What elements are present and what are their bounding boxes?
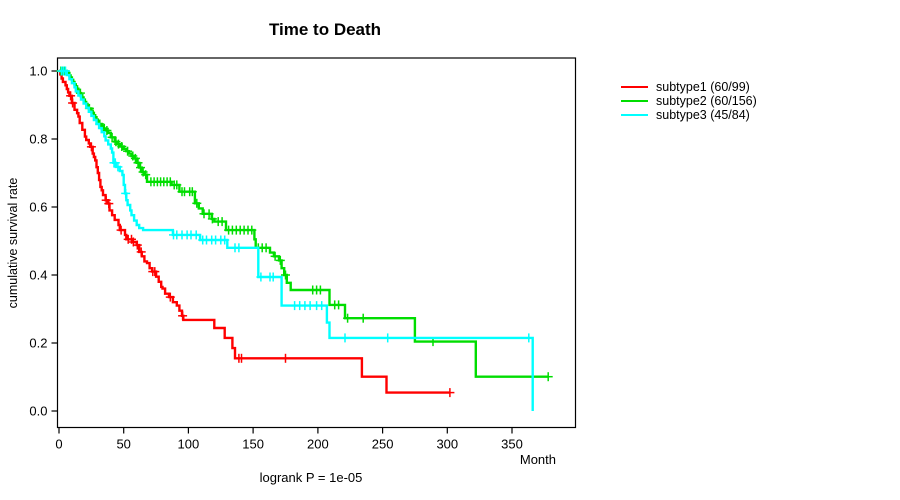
logrank-annotation: logrank P = 1e-05: [259, 470, 363, 485]
legend-item-subtype2: subtype2 (60/156): [621, 94, 757, 108]
legend-line-swatch-cyan: [621, 113, 648, 117]
survival-curve-2: [59, 69, 549, 378]
x-axis-tick-label: 0: [55, 437, 62, 452]
survival-curve-1: [59, 69, 450, 394]
x-axis-title: Month: [519, 452, 556, 467]
y-axis-tick-label: 1.0: [29, 64, 47, 79]
legend-line-swatch-green: [621, 99, 648, 103]
y-axis-tick-label: 0.4: [29, 268, 47, 283]
x-axis-tick-label: 150: [242, 437, 264, 452]
legend-item-subtype1: subtype1 (60/99): [621, 80, 757, 94]
y-axis-tick-label: 0.8: [29, 132, 47, 147]
survival-curve-3: [59, 69, 534, 411]
chart-title: Time to Death: [268, 20, 382, 39]
legend-item-subtype3: subtype3 (45/84): [621, 108, 757, 122]
legend-label-subtype2: subtype2 (60/156): [656, 94, 757, 108]
x-axis-tick-label: 300: [436, 437, 458, 452]
x-axis-tick-label: 350: [501, 437, 523, 452]
y-axis-tick-label: 0.6: [29, 200, 47, 215]
x-axis-tick-label: 250: [372, 437, 394, 452]
x-axis-tick-label: 200: [307, 437, 329, 452]
legend-label-subtype1: subtype1 (60/99): [656, 80, 750, 94]
y-axis-tick-label: 0.0: [29, 404, 47, 419]
x-axis-tick-label: 50: [116, 437, 130, 452]
y-axis-tick-label: 0.2: [29, 336, 47, 351]
x-axis-tick-label: 100: [178, 437, 200, 452]
legend: subtype1 (60/99) subtype2 (60/156) subty…: [621, 80, 757, 122]
legend-label-subtype3: subtype3 (45/84): [656, 108, 750, 122]
plot-box: [56, 57, 577, 429]
legend-line-swatch-red: [621, 85, 648, 89]
